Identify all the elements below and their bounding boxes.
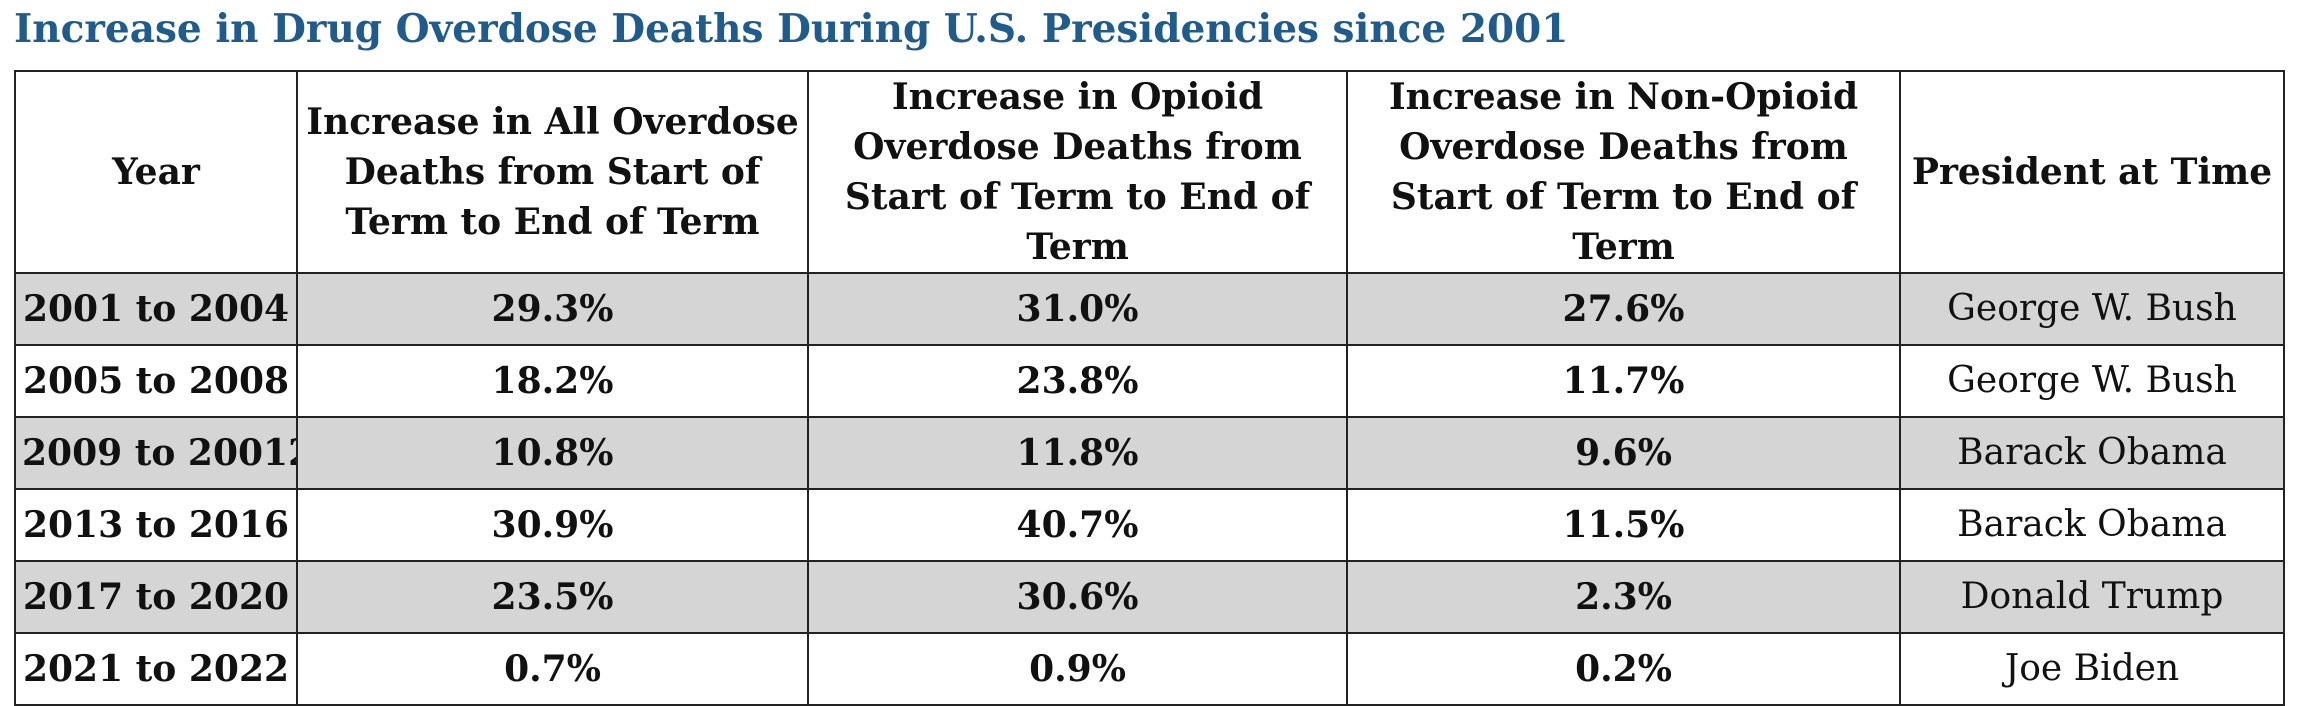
column-header-non-opioid: Increase in Non-Opioid Overdose Deaths f… [1346, 70, 1901, 274]
cell-year: 2013 to 2016 [14, 488, 298, 562]
cell-non-opioid: 11.7% [1346, 344, 1901, 418]
cell-president: Barack Obama [1899, 416, 2285, 490]
table-row: 2009 to 20012 10.8% 11.8% 9.6% Barack Ob… [14, 416, 2285, 490]
cell-opioid: 0.9% [807, 632, 1348, 706]
cell-opioid: 23.8% [807, 344, 1348, 418]
column-header-president: President at Time [1899, 70, 2285, 274]
table-title: Increase in Drug Overdose Deaths During … [14, 6, 1569, 52]
cell-president: Joe Biden [1899, 632, 2285, 706]
cell-all-overdose: 0.7% [296, 632, 809, 706]
cell-non-opioid: 11.5% [1346, 488, 1901, 562]
table-row: 2013 to 2016 30.9% 40.7% 11.5% Barack Ob… [14, 488, 2285, 562]
cell-year: 2009 to 20012 [14, 416, 298, 490]
cell-year: 2017 to 2020 [14, 560, 298, 634]
cell-all-overdose: 10.8% [296, 416, 809, 490]
cell-president: Donald Trump [1899, 560, 2285, 634]
cell-president: Barack Obama [1899, 488, 2285, 562]
table-row: 2017 to 2020 23.5% 30.6% 2.3% Donald Tru… [14, 560, 2285, 634]
cell-all-overdose: 29.3% [296, 272, 809, 346]
cell-non-opioid: 0.2% [1346, 632, 1901, 706]
cell-non-opioid: 2.3% [1346, 560, 1901, 634]
column-header-all-overdose: Increase in All Overdose Deaths from Sta… [296, 70, 809, 274]
overdose-table: Year Increase in All Overdose Deaths fro… [14, 70, 2285, 706]
column-header-year: Year [14, 70, 298, 274]
cell-year: 2005 to 2008 [14, 344, 298, 418]
cell-all-overdose: 30.9% [296, 488, 809, 562]
cell-president: George W. Bush [1899, 272, 2285, 346]
cell-opioid: 31.0% [807, 272, 1348, 346]
column-header-opioid: Increase in Opioid Overdose Deaths from … [807, 70, 1348, 274]
cell-non-opioid: 27.6% [1346, 272, 1901, 346]
cell-all-overdose: 18.2% [296, 344, 809, 418]
cell-non-opioid: 9.6% [1346, 416, 1901, 490]
cell-year: 2001 to 2004 [14, 272, 298, 346]
cell-opioid: 40.7% [807, 488, 1348, 562]
table-row: 2021 to 2022 0.7% 0.9% 0.2% Joe Biden [14, 632, 2285, 706]
table-row: 2005 to 2008 18.2% 23.8% 11.7% George W.… [14, 344, 2285, 418]
cell-opioid: 11.8% [807, 416, 1348, 490]
header-row: Year Increase in All Overdose Deaths fro… [14, 70, 2285, 274]
cell-president: George W. Bush [1899, 344, 2285, 418]
cell-all-overdose: 23.5% [296, 560, 809, 634]
cell-opioid: 30.6% [807, 560, 1348, 634]
cell-year: 2021 to 2022 [14, 632, 298, 706]
table-row: 2001 to 2004 29.3% 31.0% 27.6% George W.… [14, 272, 2285, 346]
